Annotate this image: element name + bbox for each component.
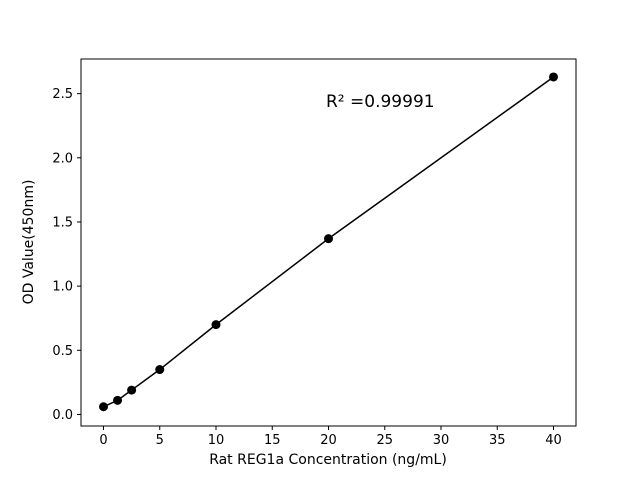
x-tick-label: 15: [264, 433, 281, 448]
x-tick-label: 40: [545, 433, 562, 448]
x-tick-label: 20: [320, 433, 337, 448]
y-tick-label: 2.0: [52, 151, 73, 166]
data-point: [99, 402, 108, 412]
y-axis-ticks: 0.0 0.5 1.0 1.5 2.0 2.5: [52, 87, 81, 423]
x-axis-ticks: 0 5 10 15 20 25 30 35 40: [99, 426, 562, 448]
r-squared-annotation: R² =0.99991: [326, 92, 435, 112]
y-tick-label: 2.5: [52, 87, 73, 102]
y-tick-label: 0.5: [52, 344, 73, 359]
y-axis-label: OD Value(450nm): [21, 180, 37, 305]
data-point: [211, 320, 221, 330]
data-point: [155, 365, 165, 375]
data-points: [99, 72, 558, 412]
x-tick-label: 25: [376, 433, 393, 448]
y-tick-label: 1.5: [52, 215, 73, 230]
data-point: [324, 234, 333, 244]
x-tick-label: 10: [208, 433, 225, 448]
x-tick-label: 5: [156, 433, 164, 448]
data-point: [549, 72, 558, 82]
data-point: [127, 385, 137, 395]
y-tick-label: 0.0: [52, 408, 73, 423]
x-tick-label: 30: [433, 433, 450, 448]
x-tick-label: 35: [489, 433, 506, 448]
data-point: [113, 395, 123, 405]
y-tick-label: 1.0: [52, 280, 73, 295]
x-axis-label: Rat REG1a Concentration (ng/mL): [209, 452, 447, 468]
x-tick-label: 0: [99, 433, 107, 448]
